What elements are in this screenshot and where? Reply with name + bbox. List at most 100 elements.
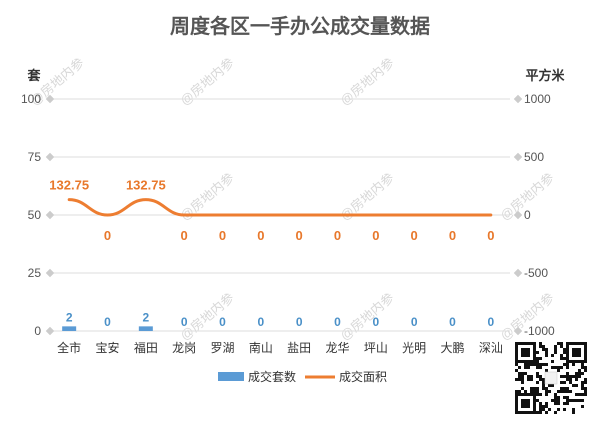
qr-module [539,402,542,405]
qr-module [533,387,536,390]
qr-module [545,369,548,372]
qr-module [569,390,572,393]
qr-module [521,387,524,390]
chart-title: 周度各区一手办公成交量数据 [170,14,430,38]
qr-module [557,408,560,411]
line-data-label: 0 [372,228,379,243]
right-tick-label: -1000 [524,324,555,338]
watermark-text: @房地内参 [177,55,237,108]
qr-module [575,378,578,381]
qr-module [527,378,530,381]
qr-finder [521,399,530,408]
bar-data-label: 0 [449,315,456,329]
qr-module [530,363,533,366]
qr-module [563,348,566,351]
left-tick-marker [45,326,55,336]
qr-module [557,390,560,393]
legend-bar-swatch [218,372,244,381]
qr-module [536,381,539,384]
qr-module [533,390,536,393]
qr-module [548,384,551,387]
qr-module [584,393,587,396]
qr-finder [521,348,530,357]
qr-module [572,375,575,378]
line-data-label: 0 [104,228,111,243]
category-label: 全市 [57,340,81,355]
qr-module [545,402,548,405]
qr-module [566,366,569,369]
qr-module [584,378,587,381]
qr-module [572,384,575,387]
qr-finder [572,348,581,357]
left-axis-unit: 套 [26,68,41,83]
line-data-label: 0 [257,228,264,243]
qr-module [575,372,578,375]
right-axis-unit: 平方米 [525,68,565,83]
qr-module [542,381,545,384]
line-data-label: 0 [411,228,418,243]
left-tick-marker [45,152,55,162]
category-label: 大鹏 [440,341,464,355]
watermark-text: @房地内参 [337,290,397,343]
category-label: 盐田 [287,341,311,355]
qr-module [554,399,557,402]
qr-code-image [515,342,587,414]
qr-module [536,372,539,375]
qr-module [542,348,545,351]
qr-module [524,372,527,375]
qr-module [578,399,581,402]
qr-module [530,375,533,378]
qr-module [515,390,518,393]
qr-module [584,369,587,372]
qr-module [524,366,527,369]
qr-module [554,396,557,399]
qr-module [521,372,524,375]
qr-module [551,354,554,357]
qr-module [521,381,524,384]
left-tick-label: 0 [34,324,41,338]
qr-logo [544,371,558,385]
qr-module [551,399,554,402]
watermark-text: @房地内参 [337,55,397,108]
qr-module [539,345,542,348]
left-tick-marker [45,268,55,278]
qr-module [575,375,578,378]
axis-labels: 0 -100025 -50050 075 500100 1000全市 宝安 福田 龙岗 罗湖 南山盐… [21,92,555,355]
left-tick-label: 75 [28,150,42,164]
qr-module [548,408,551,411]
qr-module [563,390,566,393]
qr-module [536,351,539,354]
right-tick-marker [513,326,523,336]
right-tick-label: -500 [524,266,548,280]
bar-data-label: 0 [219,315,226,329]
bar-data-label: 0 [411,315,418,329]
qr-module [536,366,539,369]
qr-module [557,399,560,402]
right-tick-label: 0 [524,208,531,222]
qr-module [554,345,557,348]
line-series [67,198,493,217]
qr-module [569,399,572,402]
qr-module [572,411,575,414]
legend-line-label: 成交面积 [339,369,387,384]
qr-module [542,378,545,381]
bar-data-label: 0 [181,315,188,329]
qr-module [527,363,530,366]
qr-module [584,387,587,390]
qr-module [578,369,581,372]
left-tick-marker [45,210,55,220]
bar [138,326,153,331]
qr-module [581,399,584,402]
qr-module [539,357,542,360]
line-data-label: 132.75 [126,178,166,193]
qr-module [536,357,539,360]
qr-module [545,363,548,366]
qr-module [542,363,545,366]
qr-module [575,399,578,402]
category-label: 龙华 [325,341,349,355]
bar-data-label: 0 [257,315,264,329]
category-label: 深汕 [479,341,503,355]
qr-module [551,366,554,369]
left-tick-marker [45,94,55,104]
qr-module [581,381,584,384]
